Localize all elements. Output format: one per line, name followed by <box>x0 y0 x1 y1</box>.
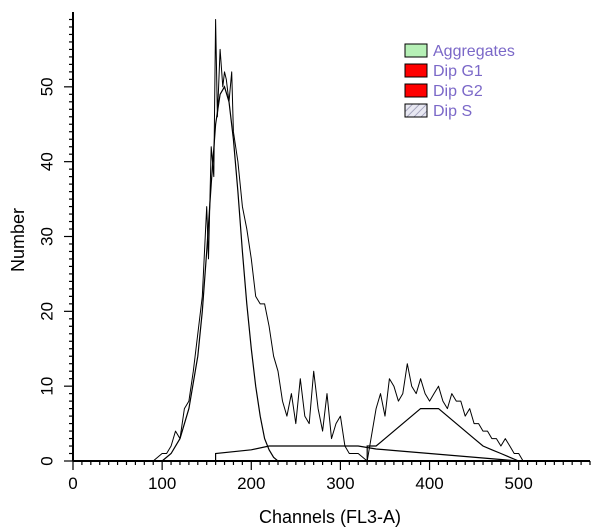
y-tick-label: 0 <box>37 456 56 465</box>
legend-swatch-dip-s <box>404 103 428 118</box>
y-tick-label: 30 <box>37 227 56 246</box>
x-tick-label: 500 <box>505 474 533 493</box>
legend-swatch-dip-g2 <box>404 83 428 98</box>
legend-label-dip-s: Dip S <box>433 103 472 120</box>
y-tick-label: 50 <box>37 77 56 96</box>
series-area-dip-g2 <box>366 408 519 462</box>
legend-label-aggregates: Aggregates <box>433 43 515 60</box>
series-area-dip-s <box>215 445 519 462</box>
legend: Aggregates Dip G1 Dip G2 Dip S <box>404 43 515 120</box>
axes: 0 100 200 300 400 500 0 10 20 30 40 50 <box>37 12 591 493</box>
x-tick-label: 300 <box>326 474 354 493</box>
y-tick-label: 10 <box>37 377 56 396</box>
series-area-dip-g1 <box>160 85 280 462</box>
y-tick-label: 40 <box>37 152 56 171</box>
y-tick-label: 20 <box>37 302 56 321</box>
legend-label-dip-g1: Dip G1 <box>433 63 483 80</box>
x-axis-title: Channels (FL3-A) <box>259 507 401 527</box>
raw-histogram-trace <box>152 19 524 462</box>
x-tick-label: 100 <box>148 474 176 493</box>
legend-swatch-aggregates <box>404 43 428 58</box>
y-axis-title: Number <box>8 208 28 272</box>
x-tick-label: 0 <box>68 474 77 493</box>
raw-trace-layer <box>152 19 524 462</box>
plot-fills <box>160 85 519 462</box>
x-tick-label: 400 <box>415 474 443 493</box>
legend-swatch-dip-g1 <box>404 63 428 78</box>
x-tick-label: 200 <box>237 474 265 493</box>
legend-label-dip-g2: Dip G2 <box>433 83 483 100</box>
